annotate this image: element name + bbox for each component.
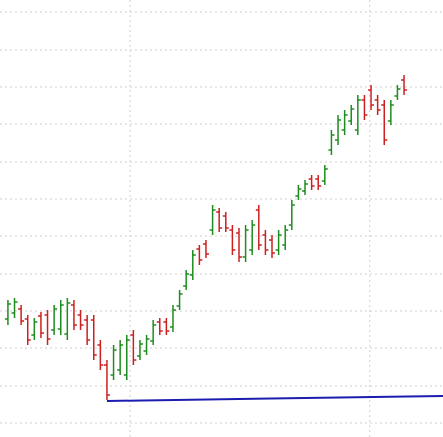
ohlc-bar: [308, 175, 315, 190]
ohlc-bar: [130, 330, 137, 365]
ohlc-bar: [262, 230, 269, 255]
ohlc-bar: [295, 185, 302, 200]
ohlc-bar: [341, 110, 348, 135]
ohlc-bar: [361, 95, 368, 120]
ohlc-bar: [136, 340, 143, 360]
ohlc-bar: [64, 298, 71, 340]
ohlc-bar: [31, 318, 38, 340]
ohlc-bar: [24, 315, 31, 345]
ohlc-bar: [176, 290, 183, 310]
ohlc-bar: [196, 245, 203, 265]
ohlc-bar: [275, 230, 282, 255]
ohlc-bar: [169, 305, 176, 332]
ohlc-bar: [282, 225, 289, 250]
ohlc-bar: [183, 270, 190, 290]
ohlc-bar: [57, 300, 64, 335]
ohlc-bar: [97, 340, 104, 370]
ohlc-bar: [156, 318, 163, 335]
ohlc-bar: [315, 175, 322, 190]
ohlc-bar: [117, 340, 124, 375]
ohlc-bar: [70, 300, 77, 330]
ohlc-bar: [143, 335, 150, 355]
ohlc-bar: [394, 85, 401, 100]
ohlc-bar: [354, 95, 361, 135]
ohlc-bar: [335, 115, 342, 145]
ohlc-bar: [374, 95, 381, 115]
ohlc-bar: [229, 225, 236, 255]
ohlc-bar: [328, 130, 335, 155]
ohlc-bar: [150, 320, 157, 345]
ohlc-bar: [216, 208, 223, 232]
ohlc-bar: [235, 228, 242, 262]
ohlc-bar: [44, 310, 51, 345]
ohlc-bar: [123, 335, 130, 380]
ohlc-bar: [255, 205, 262, 250]
ohlc-bar: [249, 220, 256, 255]
ohlc-bar: [202, 240, 209, 258]
ohlc-bar: [4, 300, 11, 325]
ohlc-bar: [381, 100, 388, 145]
ohlc-bar: [11, 298, 18, 318]
ohlc-bar: [209, 205, 216, 235]
ohlc-bar: [77, 310, 84, 330]
ohlc-bar: [368, 85, 375, 110]
ohlc-bar: [269, 235, 276, 258]
ohlc-bar: [401, 75, 408, 95]
ohlc-bar: [387, 100, 394, 125]
ohlc-bar: [222, 212, 229, 232]
ohlc-bar: [51, 305, 58, 335]
ohlc-bar: [37, 312, 44, 338]
line: [106, 395, 443, 402]
ohlc-bar: [288, 200, 295, 230]
ohlc-bar: [302, 180, 309, 195]
ohlc-bar: [103, 360, 110, 400]
ohlc-bar: [90, 315, 97, 360]
ohlc-bar: [242, 225, 249, 262]
ohlc-bar: [84, 315, 91, 345]
ohlc-bar: [348, 105, 355, 125]
ohlc-bar: [110, 345, 117, 380]
ohlc-bar: [321, 165, 328, 185]
ohlc-bar: [189, 250, 196, 280]
ohlc-bar: [163, 318, 170, 335]
ohlc-bar: [18, 305, 25, 325]
